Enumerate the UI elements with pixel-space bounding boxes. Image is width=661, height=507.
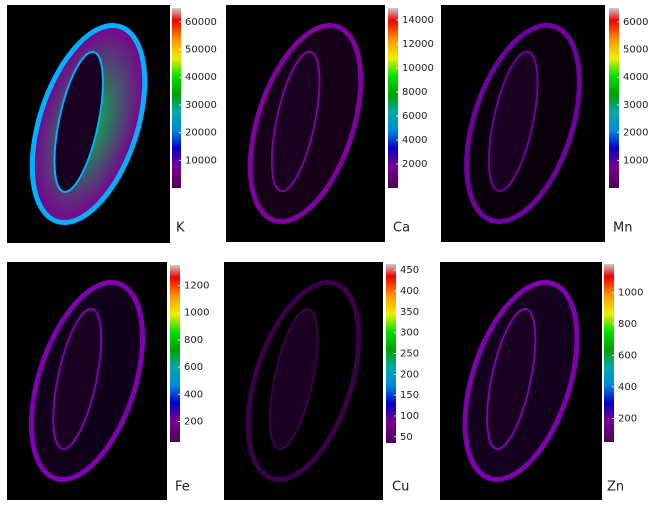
element-label: Cu (392, 480, 409, 495)
colorbar-tick-label: 350 (400, 307, 419, 318)
colorbar-tick-label: 1000 (184, 308, 209, 319)
panel: 10000 20000 30000 40000 50000 60000 K (7, 5, 217, 243)
seed-inner (270, 50, 321, 193)
colorbar-tick-label: 200 (184, 417, 203, 428)
element-label: Mn (613, 221, 632, 236)
colorbar-tick-label: 1000 (618, 287, 643, 298)
colorbar-tick-label: 1000 (623, 155, 648, 166)
seed-inner (487, 50, 539, 193)
colorbar-tick-label: 1200 (184, 280, 209, 291)
colorbar (172, 8, 181, 188)
seed-inner (486, 307, 537, 450)
seed-inner (52, 307, 103, 450)
colorbar-tick-label: 5000 (623, 45, 648, 56)
colorbar-tick-label: 400 (184, 389, 203, 400)
colorbar-tick-label: 3000 (623, 100, 648, 111)
colorbar-tick-label: 400 (618, 382, 637, 393)
colorbar-tick-label: 4000 (623, 72, 648, 83)
colorbar-tick-label: 60000 (185, 17, 217, 28)
colorbar (388, 8, 398, 188)
element-label: K (176, 221, 185, 236)
colorbar-tick-label: 2000 (623, 128, 648, 139)
panel: 1000 2000 3000 4000 5000 6000 Mn (441, 5, 648, 242)
colorbar (170, 265, 180, 442)
colorbar-tick-label: 6000 (402, 111, 427, 122)
colorbar-tick-label: 450 (400, 265, 419, 276)
colorbar-tick-label: 150 (400, 390, 419, 401)
colorbar-tick-label: 200 (400, 369, 419, 380)
panel: 200 400 600 800 1000 Zn (440, 262, 643, 500)
colorbar-tick-label: 2000 (402, 159, 427, 170)
seed-inner (268, 307, 319, 450)
colorbar-tick-label: 10000 (402, 63, 434, 74)
colorbar-tick-label: 40000 (185, 72, 217, 83)
colorbar-tick-label: 10000 (185, 155, 217, 166)
colorbar-tick-label: 250 (400, 349, 419, 360)
colorbar-tick-label: 800 (618, 319, 637, 330)
colorbar-tick-label: 100 (400, 411, 419, 422)
colorbar (604, 264, 614, 442)
colorbar-tick-label: 4000 (402, 135, 427, 146)
colorbar-tick-label: 30000 (185, 100, 217, 111)
colorbar-tick-label: 12000 (402, 39, 434, 50)
colorbar (386, 264, 396, 443)
colorbar-tick-label: 600 (184, 362, 203, 373)
panel: 200 400 600 800 1000 1200 Fe (7, 262, 209, 500)
colorbar-tick-label: 14000 (402, 15, 434, 26)
panel: 50 100 150 200 250 300 350 400 450 Cu (224, 262, 419, 500)
seed-inner (53, 50, 104, 193)
colorbar-tick-label: 300 (400, 328, 419, 339)
element-label: Zn (607, 480, 624, 495)
colorbar-tick-label: 8000 (402, 87, 427, 98)
colorbar-tick-label: 50000 (185, 45, 217, 56)
colorbar-tick-label: 800 (184, 335, 203, 346)
colorbar-tick-label: 20000 (185, 128, 217, 139)
colorbar (609, 8, 619, 188)
element-label: Ca (393, 221, 410, 236)
colorbar-tick-label: 600 (618, 350, 637, 361)
colorbar-tick-label: 200 (618, 413, 637, 424)
element-label: Fe (175, 480, 190, 495)
panel: 2000 4000 6000 8000 10000 12000 14000 Ca (226, 5, 434, 242)
colorbar-tick-label: 400 (400, 286, 419, 297)
colorbar-tick-label: 50 (400, 432, 413, 443)
colorbar-tick-label: 6000 (623, 17, 648, 28)
